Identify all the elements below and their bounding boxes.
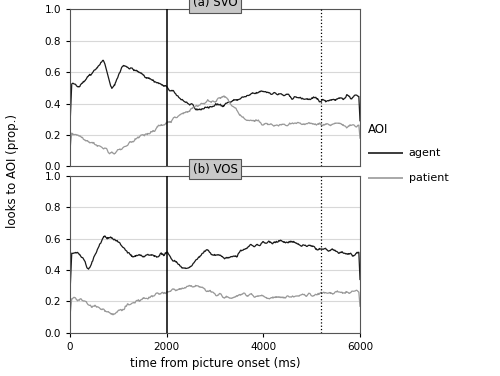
Text: patient: patient — [409, 173, 449, 183]
Text: looks to AOI (prop.): looks to AOI (prop.) — [6, 114, 19, 228]
Text: (a) SVO: (a) SVO — [192, 0, 238, 9]
Text: (b) VOS: (b) VOS — [192, 163, 238, 176]
Text: agent: agent — [409, 148, 441, 158]
Text: AOI: AOI — [368, 123, 388, 136]
X-axis label: time from picture onset (ms): time from picture onset (ms) — [130, 357, 300, 370]
